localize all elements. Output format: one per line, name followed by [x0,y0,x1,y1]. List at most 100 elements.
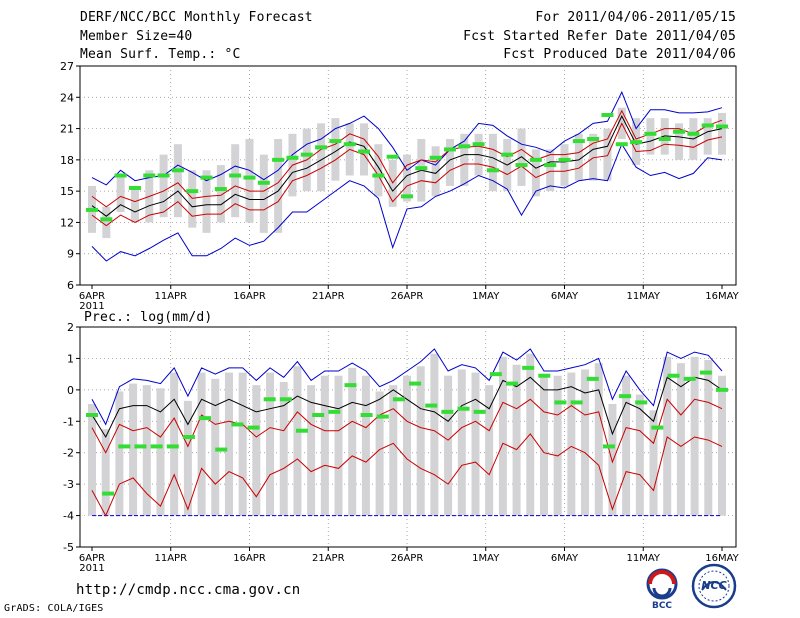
temp-median-marker [701,123,714,128]
prec-spread-box [266,372,275,516]
prec-ytick-label: 0 [67,384,74,397]
temp-median-marker [186,189,199,194]
prec-spread-box [224,372,233,516]
prec-median-marker [473,409,486,414]
prec-ytick-label: -3 [63,478,74,491]
temp-ytick-label: 9 [67,248,74,261]
prec-median-marker [538,373,551,378]
prec-spread-box [389,385,398,516]
temp-spread-box [116,175,125,212]
temp-xtick-label: 6MAY [551,291,579,302]
temp-median-marker [401,194,413,199]
prec-median-marker [457,406,470,411]
prec-median-marker [118,444,131,449]
temp-xtick-label: 21APR [312,291,345,302]
temp-median-marker [501,152,514,157]
temp-median-marker [415,166,428,171]
figure-title: DERF/NCC/BCC Monthly Forecast [80,10,313,25]
temp-ytick-label: 6 [67,279,74,292]
prec-xtick-label: 16MAY [705,553,739,564]
prec-spread-box [334,375,343,516]
temp-spread-box [374,144,383,197]
temp-median-marker [358,149,371,154]
temp-spread-box [231,144,240,218]
prec-median-marker [134,444,147,449]
temp-median-marker [157,173,170,178]
temp-median-marker [343,142,356,147]
prec-spread-box [594,363,603,516]
temp-median-marker [243,175,256,180]
temp-median-marker [615,142,628,147]
prec-upper-line [91,398,723,464]
prec-max-line [91,348,723,426]
temp-median-marker [86,207,98,212]
prec-spread-box [676,363,685,516]
temp-xtick-label: 26APR [391,291,424,302]
prec-spread-box [361,375,370,516]
bcc-logo-text: BCC [652,601,672,610]
source-url[interactable]: http://cmdp.ncc.cma.gov.cn [76,582,301,598]
temp-spread-box [488,133,497,192]
prec-ytick-label: 1 [67,352,74,365]
prec-median-marker [570,400,583,405]
prec-median-marker [667,373,680,378]
temp-median-marker [558,157,571,162]
prec-spread-box [430,353,439,516]
prec-xtick-label: 6MAY [551,553,579,564]
prec-ytick-label: 2 [67,321,74,334]
variable-label: Mean Surf. Temp.: °C [80,47,241,62]
temp-median-marker [257,180,270,185]
member-size-label: Member Size=40 [80,29,193,44]
prec-spread-box [539,375,548,516]
prec-xtick-label: 21APR [312,553,345,564]
prec-median-marker [409,381,422,386]
prec-spread-box [690,356,699,516]
prec-median-marker [619,394,632,399]
prec-median-marker [312,413,325,417]
temp-median-marker [458,144,471,149]
prec-median-marker [328,409,341,414]
temp-spread-box [703,118,712,155]
temp-xtick-label: 1MAY [472,291,500,302]
prec-spread-box [252,385,261,516]
temp-median-marker [214,187,227,192]
prec-spread-box [293,366,302,516]
prec-spread-box [649,410,658,516]
temp-spread-box [360,123,369,176]
temp-spread-box [546,149,555,192]
temp-ytick-label: 24 [60,91,74,104]
prec-xtick-label: 26APR [391,553,424,564]
prec-median-marker [279,397,292,402]
temp-spread-box [259,154,268,233]
prec-median-marker [392,397,405,402]
prec-spread-box [307,385,316,516]
prec-xtick-label: 16APR [233,553,266,564]
temp-ytick-label: 27 [60,60,74,73]
prec-median-marker [602,444,615,449]
temp-median-marker [529,157,542,162]
prec-spread-box [622,375,631,516]
temp-spread-box [574,133,583,181]
prec-median-marker [199,416,212,421]
prec-median-marker [215,447,228,452]
temp-spread-box [460,133,469,186]
temp-median-marker [630,140,643,145]
temp-spread-box [274,139,283,233]
temp-min-line [91,143,723,262]
prec-median-marker [716,387,728,392]
temp-spread-box [173,144,182,218]
prec-xtick-label: 6APR [79,553,105,564]
temp-spread-box [202,170,211,233]
temp-median-marker [329,139,342,144]
temp-xtick-label: 16APR [233,291,266,302]
temp-spread-box [216,165,225,223]
temp-spread-box [431,146,440,197]
temp-ytick-label: 21 [60,123,74,136]
temp-median-marker [386,154,399,159]
prec-spread-box [170,372,179,516]
prec-spread-box [498,356,507,516]
prec-spread-box [663,356,672,516]
prec-ytick-label: -5 [63,541,74,554]
prec-spread-box [101,429,110,516]
